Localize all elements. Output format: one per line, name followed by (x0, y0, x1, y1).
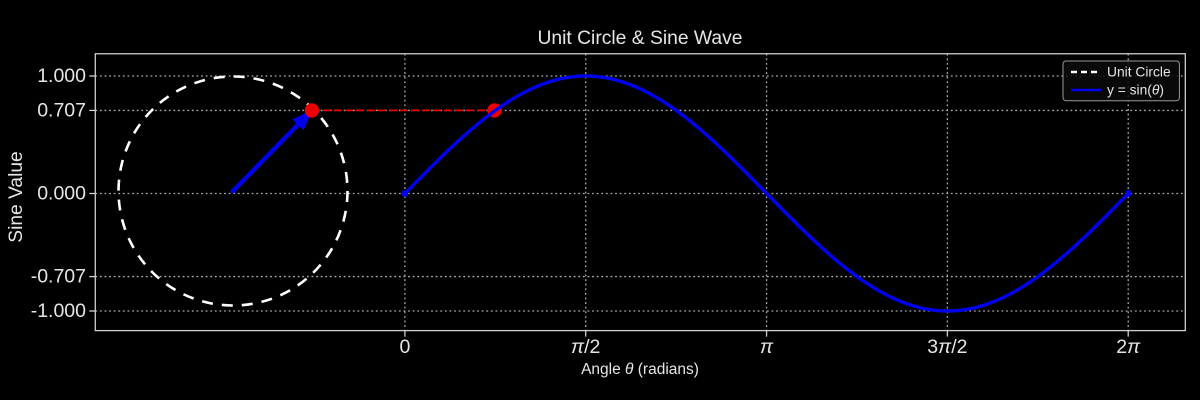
svg-text:Sine Value: Sine Value (6, 151, 27, 242)
svg-text:0: 0 (399, 336, 410, 358)
svg-text:Unit Circle: Unit Circle (1107, 65, 1171, 80)
svg-text:π/2: π/2 (571, 336, 600, 358)
svg-text:π: π (760, 336, 774, 358)
svg-text:-1.000: -1.000 (31, 300, 86, 322)
svg-text:Angle θ (radians): Angle θ (radians) (581, 361, 699, 378)
svg-text:0.707: 0.707 (37, 99, 86, 121)
svg-text:0.000: 0.000 (37, 183, 86, 205)
svg-text:3π/2: 3π/2 (927, 336, 967, 358)
svg-text:-0.707: -0.707 (31, 266, 86, 288)
svg-text:y = sin(θ): y = sin(θ) (1107, 83, 1164, 98)
svg-text:1.000: 1.000 (37, 65, 86, 87)
svg-text:2π: 2π (1116, 336, 1141, 358)
svg-text:Unit Circle & Sine Wave: Unit Circle & Sine Wave (537, 28, 742, 49)
